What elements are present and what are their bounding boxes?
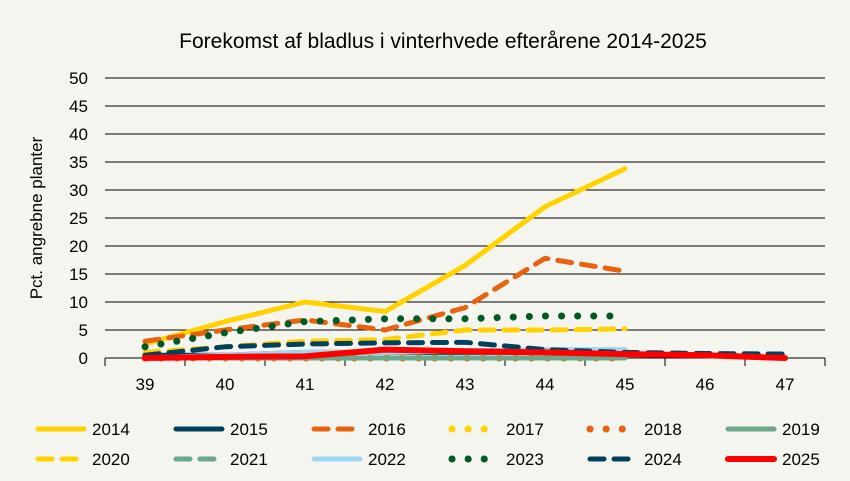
legend-label-2024: 2024 xyxy=(644,450,682,469)
y-axis-label: Pct. angrebne planter xyxy=(27,136,46,299)
y-tick-label: 40 xyxy=(69,125,88,144)
legend-label-2019: 2019 xyxy=(782,420,820,439)
legend-label-2014: 2014 xyxy=(92,420,130,439)
legend-label-2015: 2015 xyxy=(230,420,268,439)
x-tick-label: 47 xyxy=(776,375,795,394)
x-tick-label: 41 xyxy=(296,375,315,394)
legend-label-2021: 2021 xyxy=(230,450,268,469)
y-tick-label: 15 xyxy=(69,265,88,284)
legend-label-2023: 2023 xyxy=(506,450,544,469)
y-tick-label: 5 xyxy=(79,321,88,340)
y-tick-label: 35 xyxy=(69,153,88,172)
x-tick-label: 46 xyxy=(696,375,715,394)
x-tick-label: 44 xyxy=(536,375,555,394)
x-tick-label: 42 xyxy=(376,375,395,394)
legend-label-2025: 2025 xyxy=(782,450,820,469)
y-tick-label: 30 xyxy=(69,181,88,200)
x-tick-label: 43 xyxy=(456,375,475,394)
x-tick-label: 40 xyxy=(216,375,235,394)
y-tick-label: 20 xyxy=(69,237,88,256)
y-tick-label: 0 xyxy=(79,349,88,368)
y-tick-label: 50 xyxy=(69,69,88,88)
y-tick-label: 10 xyxy=(69,293,88,312)
legend-label-2017: 2017 xyxy=(506,420,544,439)
legend-label-2022: 2022 xyxy=(368,450,406,469)
series-line-2025 xyxy=(142,346,788,361)
chart-title: Forekomst af bladlus i vinterhvede efter… xyxy=(179,30,707,53)
y-tick-label: 25 xyxy=(69,209,88,228)
y-tick-label: 45 xyxy=(69,97,88,116)
series-line-2014 xyxy=(142,166,628,347)
legend-label-2020: 2020 xyxy=(92,450,130,469)
x-tick-label: 39 xyxy=(136,375,155,394)
series-line-2023 xyxy=(141,312,629,351)
x-tick-label: 45 xyxy=(616,375,635,394)
legend-label-2016: 2016 xyxy=(368,420,406,439)
legend-label-2018: 2018 xyxy=(644,420,682,439)
